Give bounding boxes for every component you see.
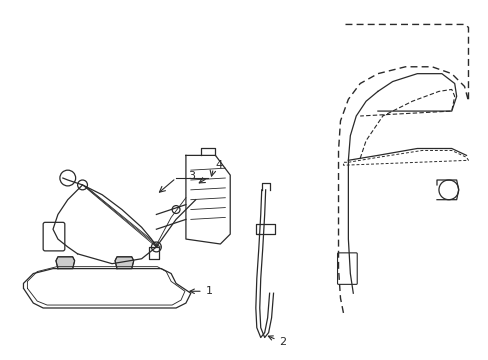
- FancyBboxPatch shape: [337, 253, 357, 284]
- Text: 4: 4: [215, 160, 222, 170]
- Text: 2: 2: [268, 336, 286, 347]
- FancyBboxPatch shape: [43, 222, 65, 251]
- Text: 1: 1: [189, 286, 212, 296]
- Polygon shape: [56, 257, 75, 269]
- Polygon shape: [115, 257, 133, 269]
- Text: 3: 3: [188, 171, 195, 181]
